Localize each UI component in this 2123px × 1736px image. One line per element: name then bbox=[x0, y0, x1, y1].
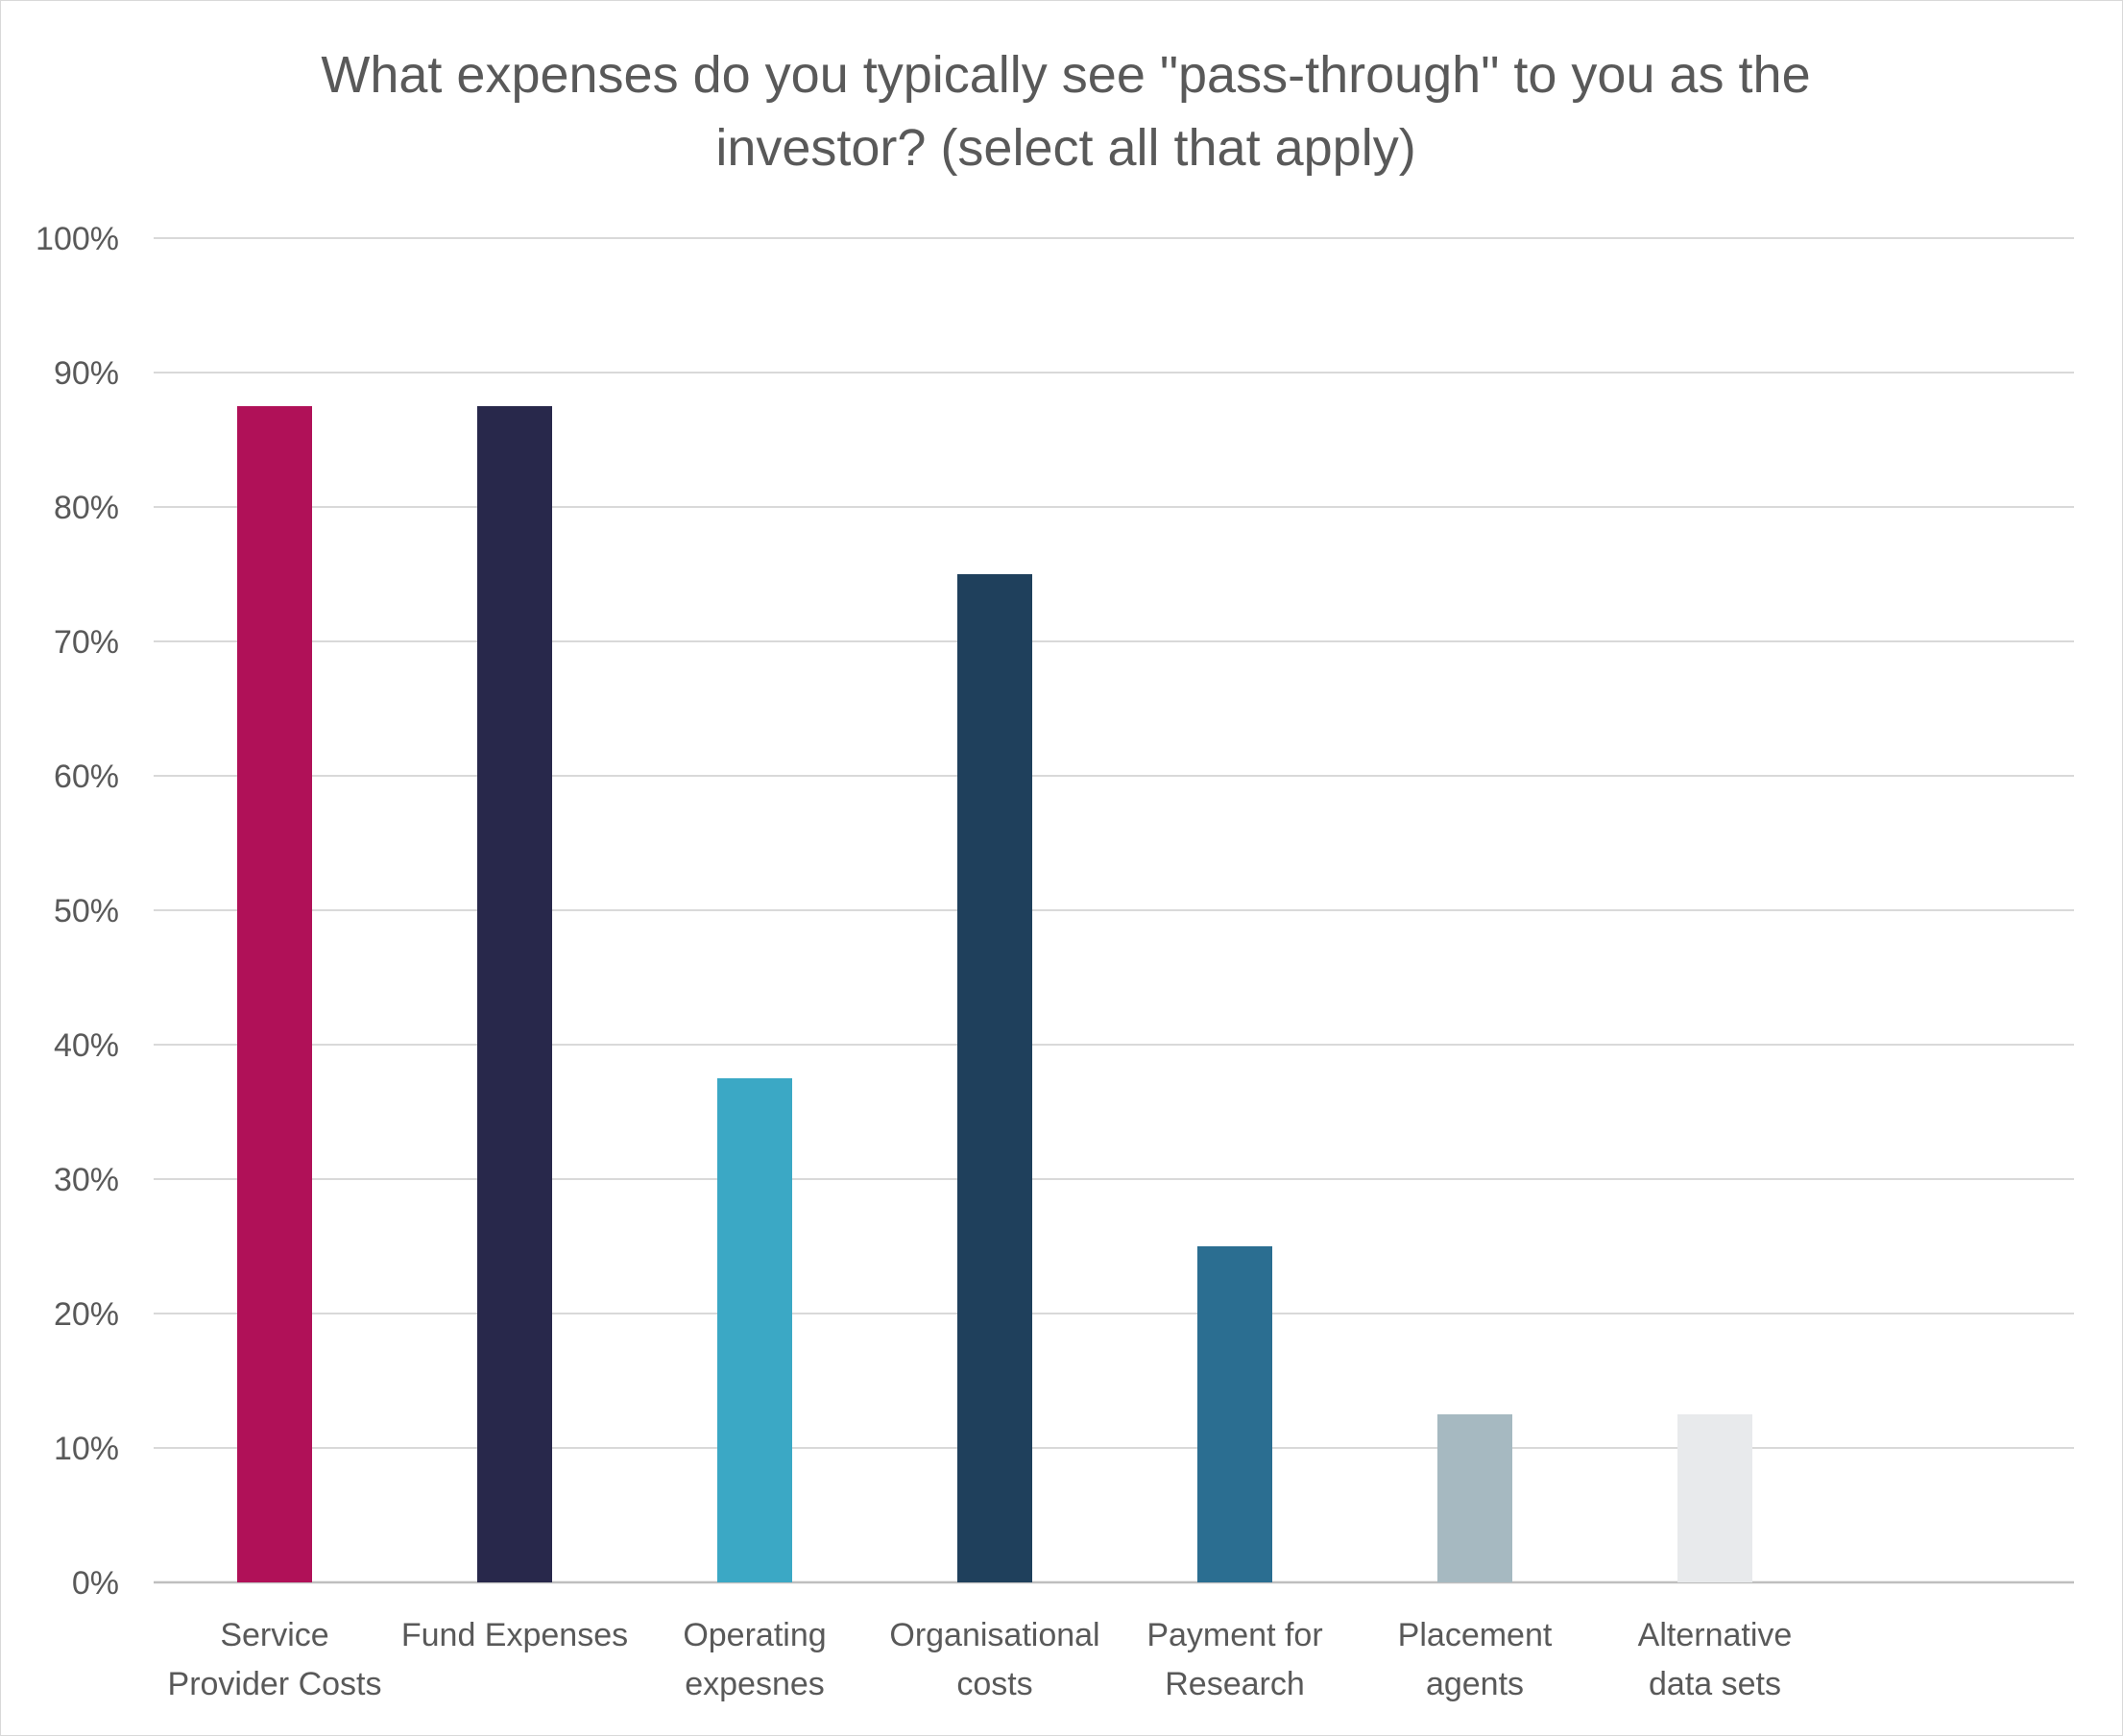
bar bbox=[237, 406, 312, 1582]
y-tick-label: 30% bbox=[54, 1162, 119, 1198]
bar bbox=[717, 1078, 792, 1582]
bar bbox=[477, 406, 552, 1582]
chart-title: What expenses do you typically see "pass… bbox=[321, 46, 1811, 177]
y-tick-label: 40% bbox=[54, 1027, 119, 1064]
x-category-label: costs bbox=[956, 1666, 1032, 1702]
y-tick-label: 20% bbox=[54, 1296, 119, 1333]
x-category-label: data sets bbox=[1649, 1666, 1781, 1702]
x-category-label: Service bbox=[220, 1617, 328, 1653]
x-category-label: Operating bbox=[683, 1617, 826, 1653]
x-category-label: expesnes bbox=[685, 1666, 825, 1702]
gridlines bbox=[154, 237, 2074, 1584]
x-category-label: Fund Expenses bbox=[401, 1617, 628, 1653]
y-tick-label: 70% bbox=[54, 624, 119, 661]
x-category-label: Placement bbox=[1398, 1617, 1553, 1653]
x-category-label: Payment for bbox=[1146, 1617, 1322, 1653]
x-category-label: Organisational bbox=[889, 1617, 1099, 1653]
y-tick-label: 50% bbox=[54, 893, 119, 929]
x-category-label: Research bbox=[1165, 1666, 1305, 1702]
bars bbox=[237, 406, 1752, 1582]
y-tick-label: 10% bbox=[54, 1431, 119, 1467]
x-category-label: agents bbox=[1426, 1666, 1524, 1702]
y-tick-label: 0% bbox=[72, 1565, 119, 1602]
y-tick-label: 80% bbox=[54, 490, 119, 526]
y-tick-label: 90% bbox=[54, 355, 119, 392]
y-axis-ticks: 0% 10% 20% 30% 40% 50% 60% 70% 80% 90% 100% bbox=[36, 221, 119, 1602]
bar bbox=[1677, 1414, 1752, 1582]
x-axis-labels: Service Provider Costs Fund Expenses Operat… bbox=[168, 1617, 1793, 1702]
y-tick-label: 60% bbox=[54, 759, 119, 795]
bar bbox=[957, 574, 1032, 1582]
bar bbox=[1197, 1246, 1272, 1582]
x-category-label: Alternative bbox=[1638, 1617, 1793, 1653]
x-category-label: Provider Costs bbox=[168, 1666, 382, 1702]
y-tick-label: 100% bbox=[36, 221, 119, 257]
bar bbox=[1437, 1414, 1512, 1582]
